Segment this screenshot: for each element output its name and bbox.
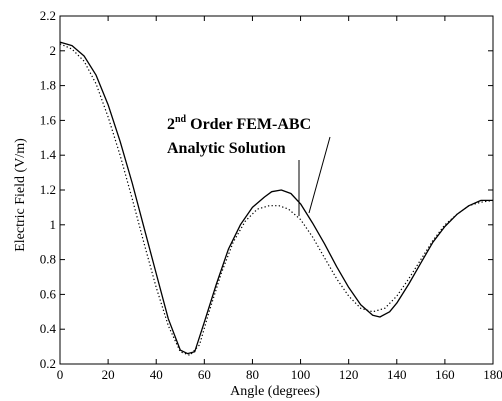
- series-line-dotted: [59, 43, 494, 356]
- y-tick-label: 2.2: [40, 8, 56, 23]
- y-tick-label: 0.8: [40, 252, 56, 267]
- x-tick-label: 100: [291, 367, 311, 382]
- y-tick-label: 2: [50, 43, 57, 58]
- x-tick-label: 160: [435, 367, 455, 382]
- y-tick-label: 1.8: [40, 78, 56, 93]
- y-tick-label: 1.6: [40, 112, 57, 127]
- plot-area: [59, 15, 494, 365]
- y-tick-label: 1.2: [40, 182, 56, 197]
- y-tick-label: 0.2: [40, 356, 56, 371]
- x-axis-title: Angle (degrees): [230, 384, 320, 399]
- y-tick-label: 1.4: [40, 147, 57, 162]
- annotation-analytic-solution: Analytic Solution: [167, 140, 286, 157]
- y-tick-label: 0.6: [40, 286, 57, 301]
- x-tick-label: 180: [483, 367, 502, 382]
- x-tick-label: 60: [198, 367, 211, 382]
- x-tick-label: 80: [246, 367, 259, 382]
- series-line-solid: [59, 41, 493, 355]
- x-tick-label: 40: [150, 367, 163, 382]
- annotation-fem-superscript: nd: [175, 114, 187, 125]
- x-tick-label: 120: [339, 367, 359, 382]
- plot-frame: [59, 15, 494, 365]
- annotation-fem-prefix: 2: [167, 116, 175, 133]
- y-tick-label: 1: [50, 217, 57, 232]
- y-tick-label: 0.4: [40, 321, 57, 336]
- x-tick-label: 140: [387, 367, 407, 382]
- series-lines: [59, 41, 494, 356]
- annotation-pointer-fem: [308, 136, 331, 214]
- annotation-fem-suffix: Order FEM-ABC: [186, 116, 311, 133]
- y-axis-title: Electric Field (V/m): [13, 138, 28, 252]
- x-tick-label: 0: [57, 367, 64, 382]
- x-tick-label: 20: [102, 367, 115, 382]
- annotation-fem-abc: 2nd Order FEM-ABC: [167, 114, 311, 133]
- axis-ticks: 0 20 40 60 80 100 120 140 160 180 0.2 0.4 0.6 0.8 1 1.2…: [40, 8, 502, 382]
